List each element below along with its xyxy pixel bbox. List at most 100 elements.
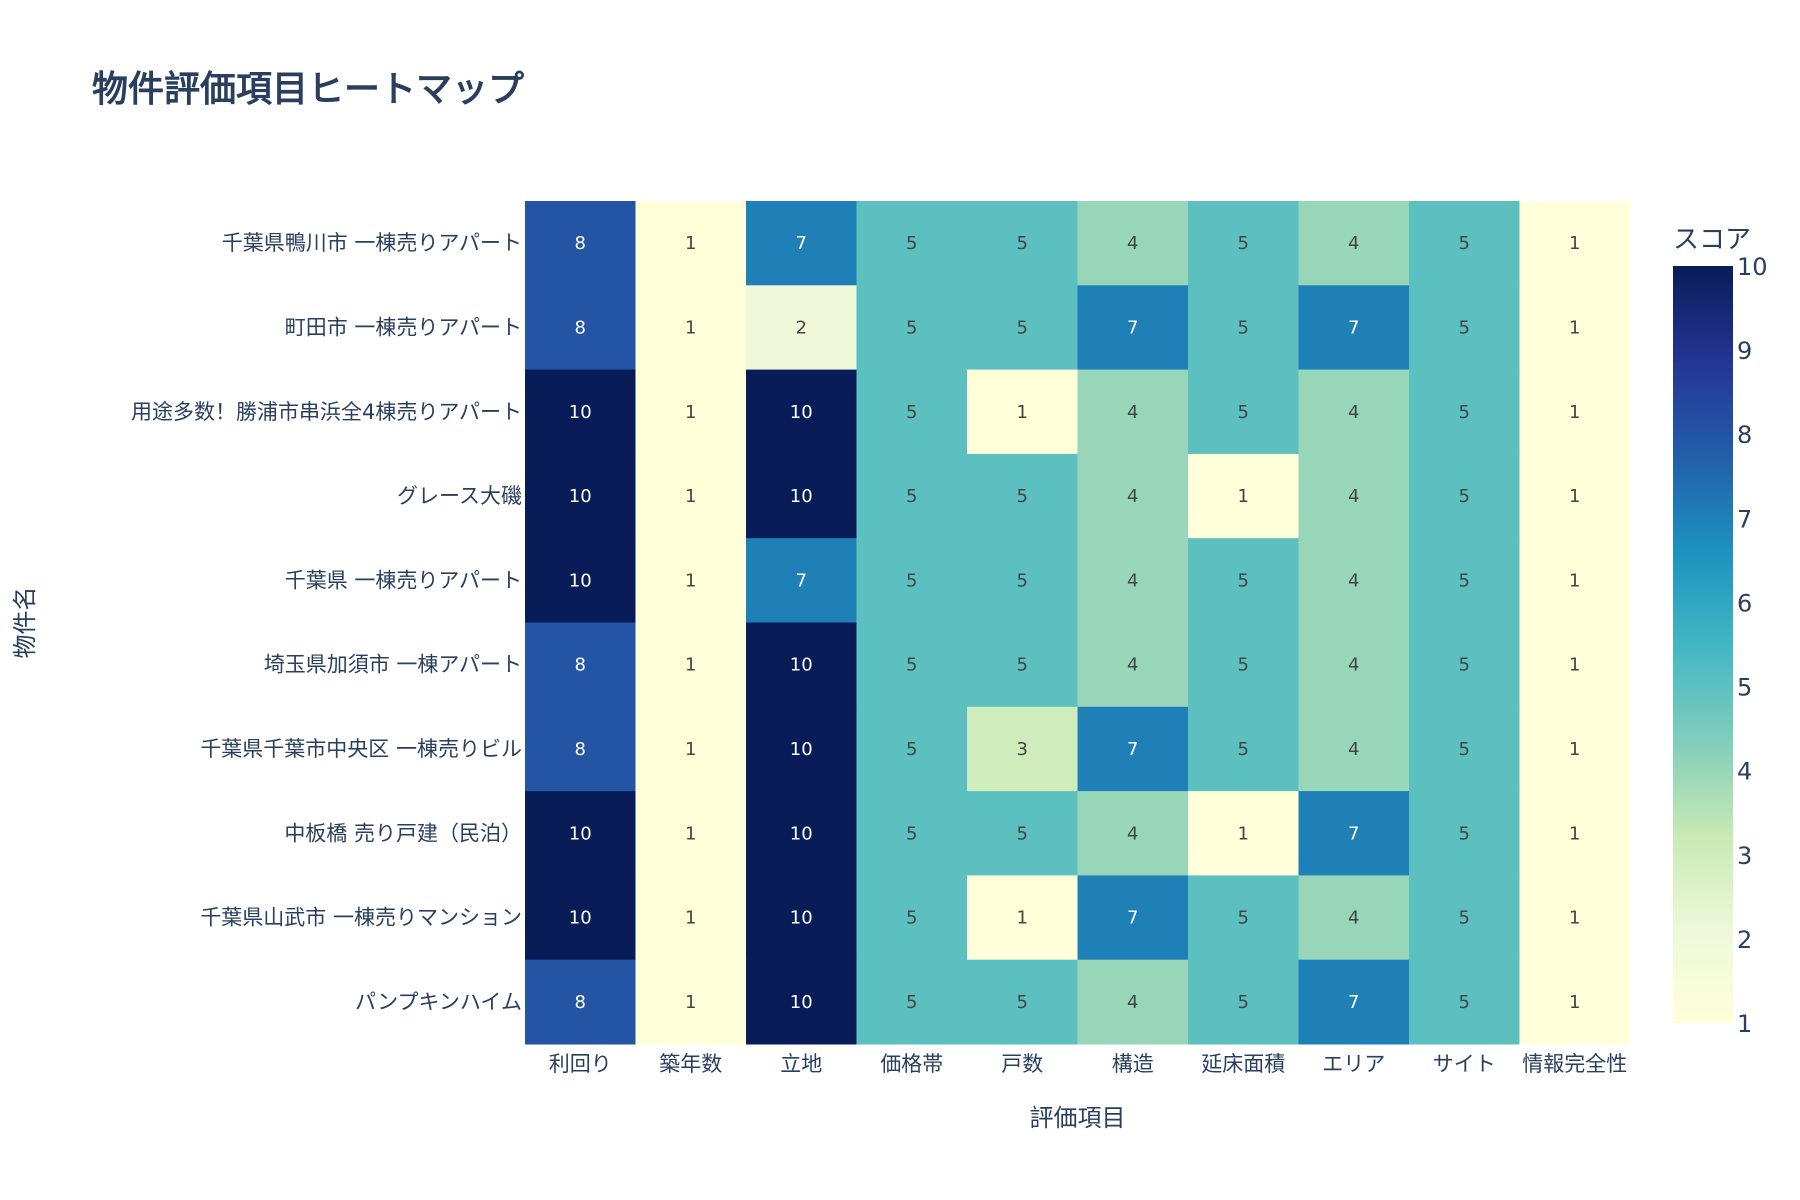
cell-label: 1 [1569,486,1580,507]
heatmap-cell [1409,201,1520,286]
cell-label: 4 [1348,739,1359,760]
cell-label: 5 [1238,317,1249,338]
heatmap-cell [856,959,968,1045]
heatmap-cell [1188,201,1299,286]
cell-label: 8 [575,992,586,1013]
cell-label: 5 [1238,655,1249,676]
heatmap-cell [746,369,857,455]
heatmap-cell [1519,453,1631,539]
cell-label: 1 [685,570,696,591]
heatmap-cell [525,791,636,876]
heatmap-cell [1409,453,1520,539]
chart-title: 物件評価項目ヒートマップ [92,69,525,110]
cell-label: 1 [685,739,696,760]
cell-label: 1 [685,823,696,844]
cell-label: 5 [1459,908,1470,929]
cell-label: 8 [575,233,586,254]
cell-label: 7 [796,233,807,254]
cell-label: 1 [1569,823,1580,844]
heatmap-cell [635,959,747,1045]
heatmap-cell [1519,369,1631,455]
cell-label: 5 [906,570,917,591]
cell-label: 10 [790,908,813,929]
cell-label: 1 [685,992,696,1013]
heatmap-cell [1519,285,1631,371]
x-tick-label: 構造 [1112,1052,1154,1076]
cell-label: 5 [906,486,917,507]
heatmap-cell [1519,791,1631,876]
heatmap-cell [856,453,968,539]
y-tick-label: 千葉県鴨川市 一棟売りアパート [222,231,522,255]
cell-label: 5 [1459,739,1470,760]
cell-label: 8 [575,655,586,676]
cell-label: 7 [1127,739,1138,760]
colorbar-tick-label: 10 [1737,253,1768,281]
cell-label: 5 [1238,739,1249,760]
cell-label: 10 [569,486,592,507]
cell-label: 4 [1127,992,1138,1013]
cell-label: 1 [1569,992,1580,1013]
cell-label: 4 [1127,823,1138,844]
heatmap-cell [1188,285,1299,371]
cell-label: 5 [1459,570,1470,591]
heatmap-cell [1077,875,1189,961]
cell-label: 5 [906,655,917,676]
heatmap-cell [635,622,747,708]
heatmap-cell [746,706,857,792]
cell-label: 1 [1569,317,1580,338]
colorbar-tick-label: 2 [1737,926,1752,954]
heatmap-cell [746,453,857,539]
heatmap-cell [1409,706,1520,792]
heatmap-cell [1077,622,1189,708]
cell-label: 5 [1017,317,1028,338]
heatmap-cell [1077,706,1189,792]
cell-label: 10 [790,739,813,760]
heatmap-cell [967,453,1078,539]
cell-label: 5 [1017,823,1028,844]
cell-label: 7 [796,570,807,591]
x-tick-label: エリア [1322,1052,1385,1076]
colorbar-tick-label: 6 [1737,589,1752,617]
cell-label: 1 [1569,570,1580,591]
heatmap-cell [1519,201,1631,286]
cell-label: 5 [1459,317,1470,338]
cell-label: 5 [906,908,917,929]
heatmap-cell [1298,369,1410,455]
heatmap-cell [746,959,857,1045]
cell-label: 7 [1348,317,1359,338]
colorbar-tick-label: 4 [1737,758,1752,786]
y-tick-label: 千葉県山武市 一棟売りマンション [200,906,522,930]
heatmap-cell [967,285,1078,371]
y-tick-label: グレース大磯 [397,484,522,508]
heatmap-cell [746,201,857,286]
heatmap-cell [525,706,636,792]
cell-label: 10 [790,823,813,844]
heatmap-cell [635,791,747,876]
cell-label: 10 [569,402,592,423]
cell-label: 5 [1459,233,1470,254]
heatmap-cell [746,538,857,623]
cell-label: 7 [1348,823,1359,844]
heatmap-cell [525,201,636,286]
heatmap-cell [635,875,747,961]
colorbar-tick-label: 9 [1737,337,1752,365]
heatmap-cell [746,791,857,876]
cell-label: 5 [1017,486,1028,507]
cell-label: 4 [1348,402,1359,423]
heatmap-cell [1188,959,1299,1045]
cell-label: 1 [1017,908,1028,929]
heatmap-cell [967,622,1078,708]
colorbar-tick-label: 8 [1737,421,1752,449]
x-tick-label: 利回り [549,1052,612,1076]
heatmap-cell [1409,959,1520,1045]
heatmap-cell [746,285,857,371]
cell-label: 1 [685,402,696,423]
cell-label: 5 [906,402,917,423]
cell-label: 10 [790,402,813,423]
cell-label: 5 [1017,655,1028,676]
heatmap-cell [1298,453,1410,539]
cell-label: 10 [569,570,592,591]
y-tick-label: 町田市 一棟売りアパート [285,315,522,339]
y-axis-title: 物件名 [11,587,39,659]
